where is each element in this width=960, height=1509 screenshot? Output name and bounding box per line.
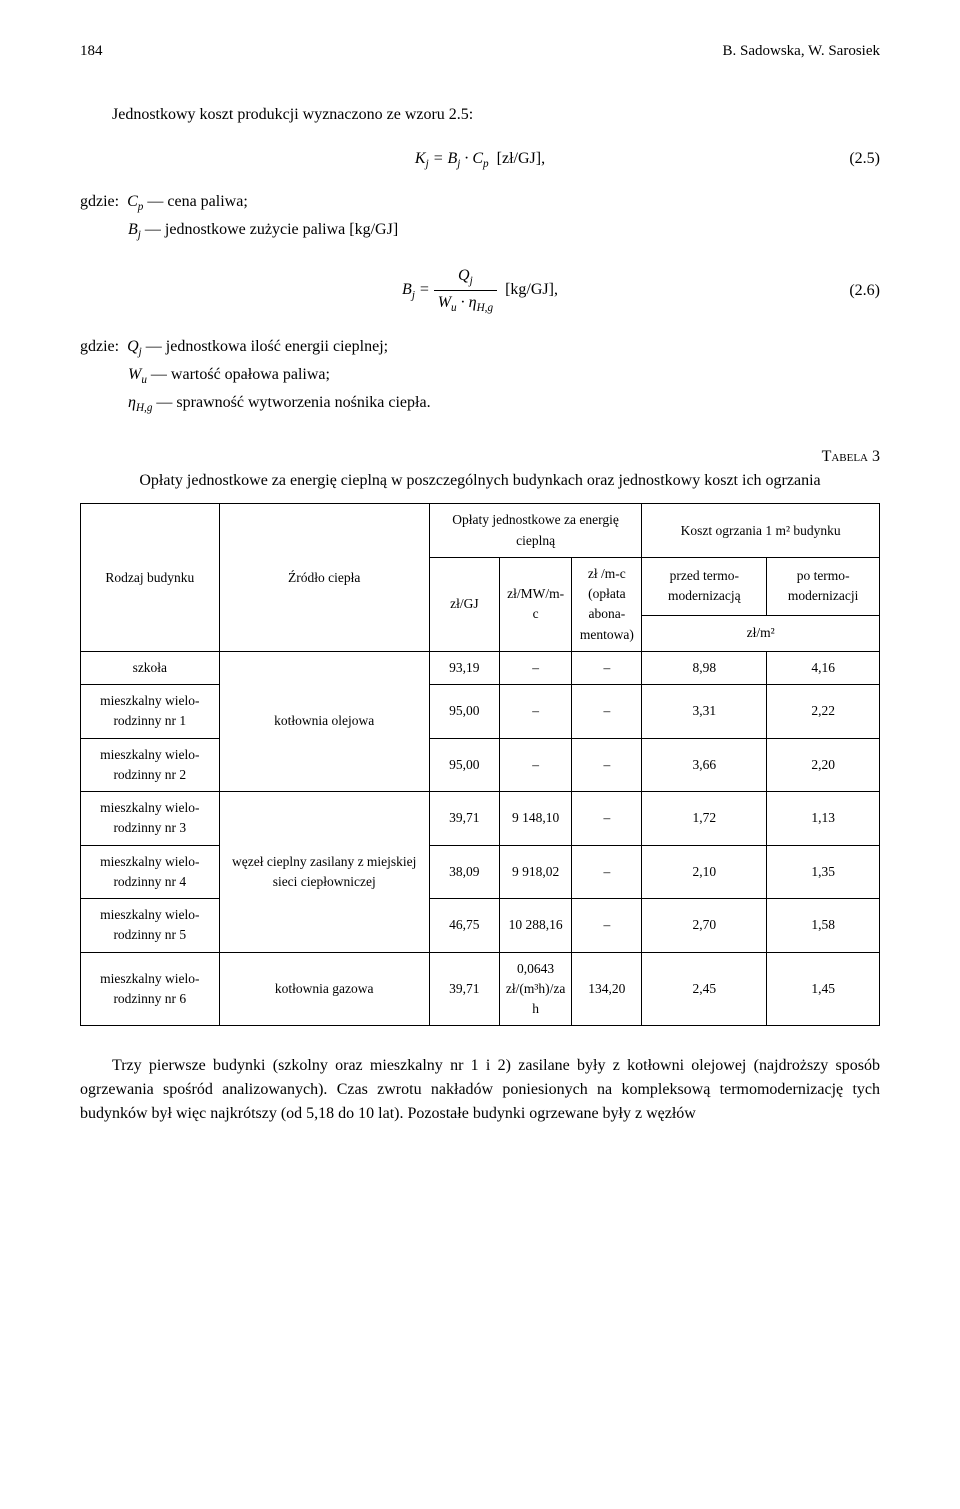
description-block-2: gdzie: Qj — jednostkowa ilość energii ci… [80, 335, 880, 417]
equation-2-5-body: Kj = Bj · Cp [zł/GJ], [140, 147, 820, 173]
table-body: szkoła kotłownia olejowa 93,19 – – 8,98 … [81, 651, 880, 1026]
table-caption: Tabela 3 [80, 445, 880, 469]
heating-costs-table: Rodzaj budynku Źródło ciepła Opłaty jedn… [80, 503, 880, 1026]
table-row: mieszkalny wielo­rodzinny nr 2 95,00 – –… [81, 738, 880, 792]
table-row: mieszkalny wielo­rodzinny nr 4 38,09 9 9… [81, 845, 880, 899]
page-number: 184 [80, 40, 103, 63]
equation-2-6-body: Bj = Qj Wu · ηH,g [kg/GJ], [140, 264, 820, 317]
th-after-thermo: po termo­modernizacji [767, 557, 880, 615]
equation-2-5-number: (2.5) [820, 147, 880, 171]
table-row: mieszkalny wielo­rodzinny nr 5 46,75 10 … [81, 899, 880, 953]
header-authors: B. Sadowska, W. Sarosiek [723, 40, 881, 63]
table-row: szkoła kotłownia olejowa 93,19 – – 8,98 … [81, 651, 880, 684]
page-header: 184 B. Sadowska, W. Sarosiek [80, 40, 880, 63]
th-heat-source: Źródło ciepła [219, 504, 429, 652]
table-row: mieszkalny wielo­rodzinny nr 3 węzeł cie… [81, 792, 880, 846]
th-subscription: zł /m-c (opłata abona­mentowa) [572, 557, 642, 651]
equation-2-5: Kj = Bj · Cp [zł/GJ], (2.5) [80, 147, 880, 173]
th-heating-cost: Koszt ogrzania 1 m² budynku [642, 504, 880, 558]
equation-2-6: Bj = Qj Wu · ηH,g [kg/GJ], (2.6) [80, 264, 880, 317]
table-row: mieszkalny wielo­rodzinny nr 6 kotłownia… [81, 952, 880, 1026]
th-before-thermo: przed termo­modernizacją [642, 557, 767, 615]
table-row: mieszkalny wielo­rodzinny nr 1 95,00 – –… [81, 685, 880, 739]
description-block-1: gdzie: Cp — cena paliwa; Bj — jednostkow… [80, 190, 880, 244]
th-zl-mw: zł/MW/m-c [499, 557, 572, 651]
table-title: Opłaty jednostkowe za energię cieplną w … [80, 469, 880, 493]
intro-paragraph: Jednostkowy koszt produkcji wyznaczono z… [80, 103, 880, 127]
th-unit-charges: Opłaty jednostkowe za energię cieplną [429, 504, 642, 558]
equation-2-6-number: (2.6) [820, 279, 880, 303]
closing-paragraph: Trzy pierwsze budynki (szkolny oraz mies… [80, 1054, 880, 1126]
th-building-type: Rodzaj budynku [81, 504, 220, 652]
th-zl-gj: zł/GJ [429, 557, 499, 651]
th-unit-zlm2: zł/m² [642, 615, 880, 651]
